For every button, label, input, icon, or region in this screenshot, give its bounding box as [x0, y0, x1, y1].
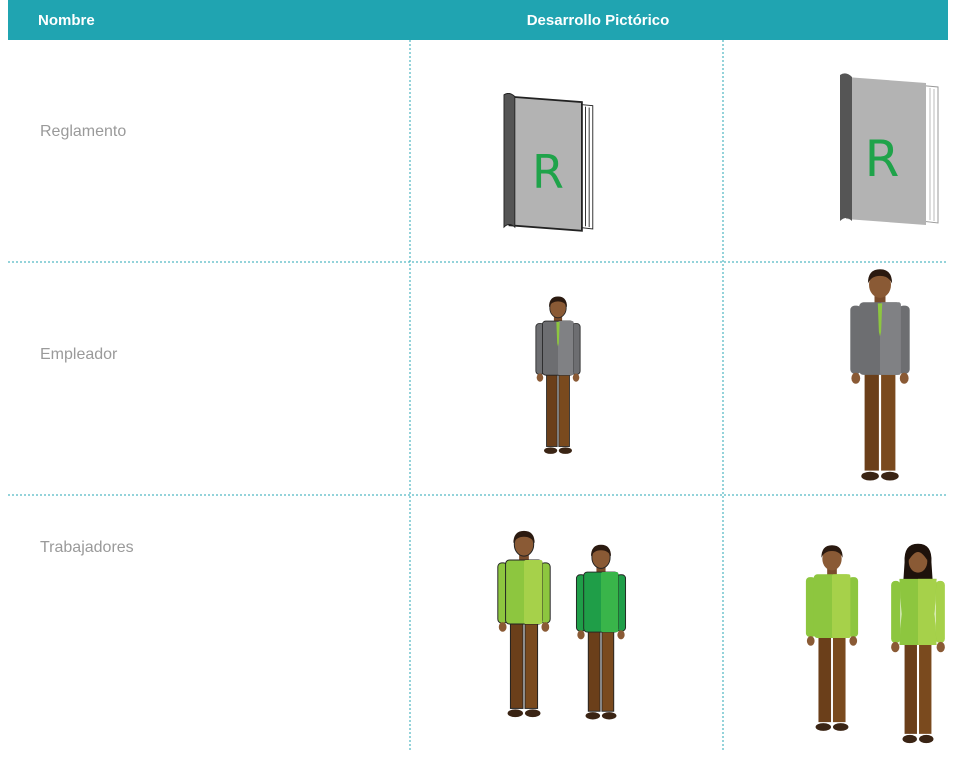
row-name: Empleador	[40, 346, 118, 363]
employer-icon-large	[850, 269, 910, 481]
worker-icon-large	[805, 545, 859, 731]
header-bar	[8, 0, 948, 40]
book-icon-small: R	[502, 93, 594, 232]
book-letter: R	[865, 130, 900, 188]
employer-icon-small	[535, 296, 581, 454]
row-name: Trabajadores	[40, 539, 134, 556]
header-pictorial: Desarrollo Pictórico	[527, 12, 670, 29]
worker-icon-small	[497, 530, 551, 718]
worker-icon-small	[576, 544, 626, 720]
book-icon-large: R	[838, 72, 940, 227]
worker-icon-large	[891, 543, 945, 744]
book-letter: R	[532, 145, 564, 199]
row-name: Reglamento	[40, 123, 126, 140]
header-name: Nombre	[38, 12, 95, 29]
